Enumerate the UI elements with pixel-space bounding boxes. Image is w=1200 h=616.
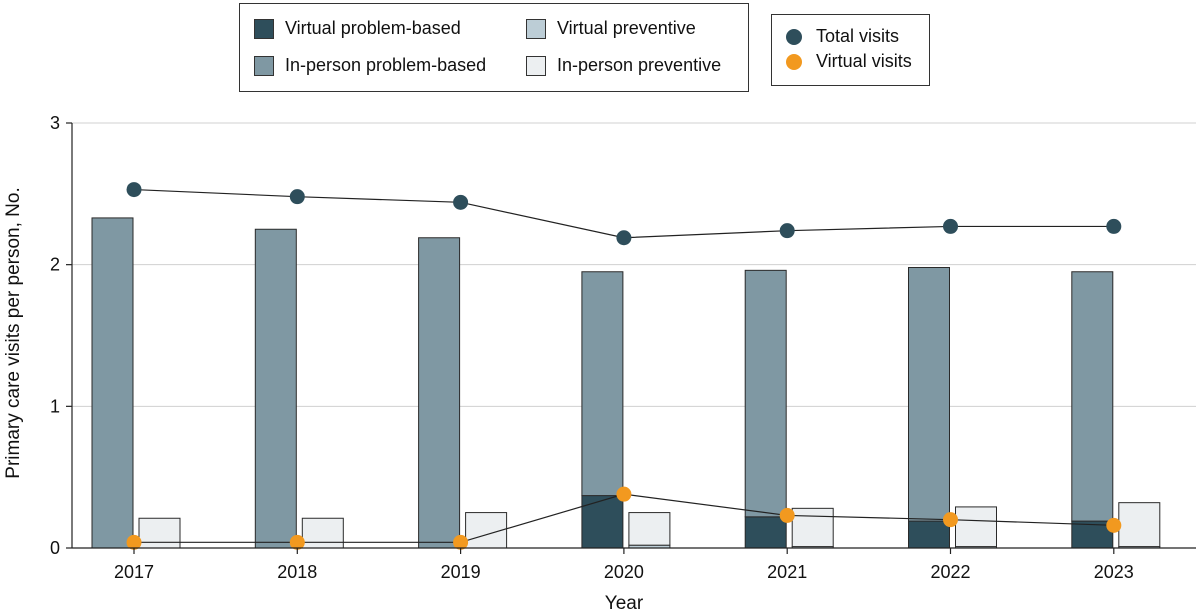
point-total-visits [126, 182, 142, 198]
line-legend: Total visits Virtual visits [771, 14, 930, 86]
x-tick-label: 2021 [767, 562, 807, 582]
bar-inperson-preventive [955, 506, 997, 548]
legend-item-inperson-preventive: In-person preventive [526, 55, 721, 76]
bar-virtual-problem [908, 520, 950, 549]
y-axis-label: Primary care visits per person, No. [3, 187, 24, 478]
point-total-visits [616, 230, 632, 246]
legend-item-inperson-problem: In-person problem-based [254, 55, 486, 76]
x-tick-label: 2017 [114, 562, 154, 582]
x-tick-label: 2018 [277, 562, 317, 582]
point-virtual-visits [126, 534, 142, 550]
x-tick-label: 2023 [1094, 562, 1134, 582]
legend-swatch-virtual-problem [254, 18, 274, 39]
bar-inperson-problem [744, 269, 787, 518]
y-tick-label: 2 [50, 255, 60, 275]
legend-swatch-inperson-problem [254, 55, 274, 76]
legend-label-total-visits: Total visits [816, 26, 900, 46]
point-virtual-visits [943, 512, 958, 528]
point-virtual-visits [1106, 517, 1122, 533]
x-tick-label: 2019 [441, 562, 481, 582]
x-tick-label: 2020 [604, 562, 644, 582]
bar-inperson-problem [1071, 271, 1114, 522]
point-virtual-visits [453, 534, 469, 550]
point-virtual-visits [289, 534, 305, 550]
bar-inperson-problem [91, 217, 134, 549]
bar-inperson-preventive [1118, 502, 1161, 548]
point-total-visits [1106, 218, 1122, 234]
legend-item-virtual-preventive: Virtual preventive [526, 18, 696, 39]
bar-inperson-problem [908, 267, 950, 522]
bar-virtual-problem [744, 516, 787, 549]
bar-inperson-problem [418, 237, 461, 549]
legend-marker-virtual-visits [786, 53, 802, 70]
y-tick-label: 3 [50, 113, 60, 133]
bar-inperson-preventive [138, 517, 181, 549]
x-axis-label: Year [605, 593, 644, 614]
legend-label-virtual-problem: Virtual problem-based [285, 18, 461, 38]
lines [126, 182, 1122, 550]
bar-inperson-preventive [791, 507, 834, 548]
bar-inperson-preventive [301, 517, 344, 549]
point-total-visits [289, 189, 305, 205]
legend-label-virtual-visits: Virtual visits [816, 51, 912, 71]
y-tick-label: 1 [50, 396, 60, 416]
bar-legend: Virtual problem-based In-person problem-… [239, 3, 749, 92]
point-virtual-visits [779, 507, 795, 523]
point-virtual-visits [616, 486, 632, 502]
x-tick-label: 2022 [930, 562, 970, 582]
legend-swatch-virtual-preventive [526, 18, 546, 39]
legend-item-virtual-visits: Virtual visits [786, 51, 912, 72]
legend-label-virtual-preventive: Virtual preventive [557, 18, 696, 38]
bars [91, 217, 1161, 549]
bar-inperson-problem [254, 228, 297, 549]
bar-virtual-problem [581, 495, 624, 549]
bar-inperson-problem [581, 271, 624, 497]
legend-item-virtual-problem: Virtual problem-based [254, 18, 461, 39]
legend-swatch-inperson-preventive [526, 55, 546, 76]
point-total-visits [453, 194, 469, 210]
legend-item-total-visits: Total visits [786, 26, 899, 47]
legend-marker-total-visits [786, 28, 802, 45]
point-total-visits [943, 218, 958, 234]
grid-lines [72, 122, 1196, 407]
bar-inperson-preventive [628, 512, 671, 546]
y-tick-label: 0 [50, 538, 60, 558]
legend-label-inperson-problem: In-person problem-based [285, 55, 487, 75]
ticks: 0 1 2 3 2017 2018 2019 2020 2021 2022 2023 [50, 113, 1134, 582]
point-total-visits [779, 223, 795, 239]
axes [71, 123, 1196, 549]
legend-label-inperson-preventive: In-person preventive [557, 55, 722, 75]
